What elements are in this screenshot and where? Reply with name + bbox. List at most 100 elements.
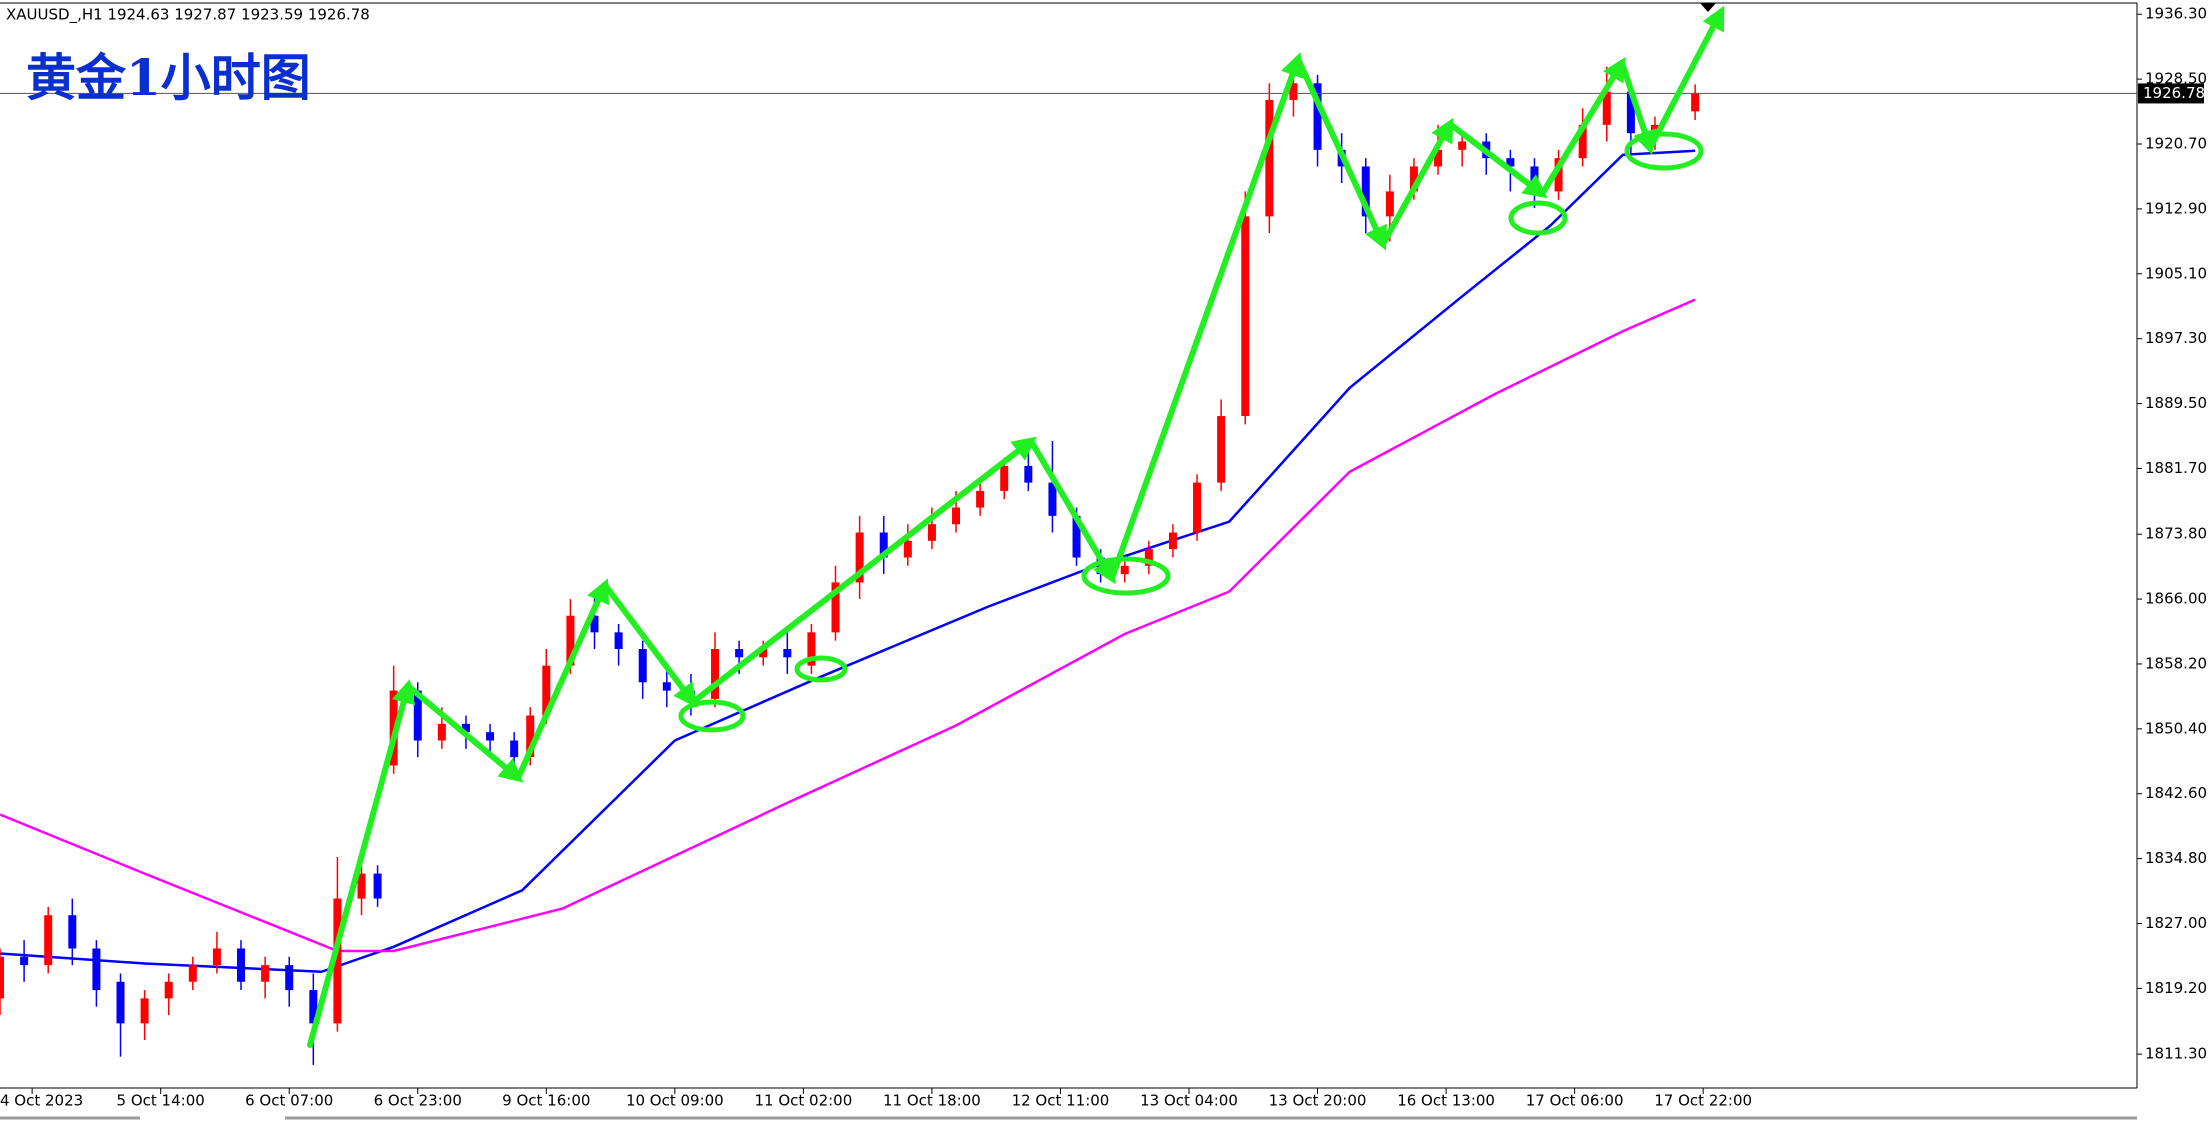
moving-average xyxy=(0,298,1696,953)
trend-arrow xyxy=(602,582,698,708)
candle-body xyxy=(1144,549,1153,566)
candle-body xyxy=(1265,99,1274,217)
y-tick-label: 1881.70 xyxy=(2145,459,2207,477)
candle-body xyxy=(1072,515,1081,558)
candle-body xyxy=(927,524,936,541)
candle-body xyxy=(68,915,77,949)
candle-body xyxy=(1193,482,1202,533)
candle-body xyxy=(783,648,792,658)
y-tick-label: 1866.00 xyxy=(2145,590,2207,608)
x-tick-label: 13 Oct 04:00 xyxy=(1140,1092,1238,1110)
candle-body xyxy=(662,682,671,691)
trend-arrow xyxy=(405,683,524,783)
y-tick-label: 1905.10 xyxy=(2145,264,2207,282)
support-circle xyxy=(678,699,746,733)
support-circle xyxy=(1508,200,1568,236)
x-tick-label: 4 Oct 2023 xyxy=(0,1092,83,1110)
candle-body xyxy=(1409,166,1418,192)
candle-body xyxy=(510,740,519,758)
candle-body xyxy=(1385,191,1394,217)
x-tick-label: 5 Oct 14:00 xyxy=(117,1092,205,1110)
y-tick-label: 1811.30 xyxy=(2145,1045,2207,1063)
x-tick-label: 17 Oct 06:00 xyxy=(1526,1092,1624,1110)
candle-body xyxy=(164,981,173,999)
x-tick-label: 17 Oct 22:00 xyxy=(1654,1092,1752,1110)
chart-header: XAUUSD_,H1 1924.63 1927.87 1923.59 1926.… xyxy=(6,6,370,25)
trend-arrow xyxy=(1380,117,1454,247)
y-tick-label: 1920.70 xyxy=(2145,135,2207,153)
candle-body xyxy=(1434,149,1443,167)
x-tick-label: 12 Oct 11:00 xyxy=(1012,1092,1110,1110)
trend-arrow xyxy=(1647,5,1725,151)
y-tick-label: 1858.20 xyxy=(2145,654,2207,672)
plot xyxy=(0,66,2137,1065)
candle-body xyxy=(1289,83,1298,100)
x-tick-label: 9 Oct 16:00 xyxy=(502,1092,590,1110)
candle-body xyxy=(542,665,551,716)
candle-body xyxy=(212,948,221,966)
candle-body xyxy=(413,690,422,741)
candle-body xyxy=(357,873,366,899)
candle-body xyxy=(261,965,270,982)
candle-body xyxy=(1458,141,1467,150)
candle-body xyxy=(437,723,446,741)
candle-body xyxy=(614,632,623,649)
candle-body xyxy=(461,723,470,733)
annotations xyxy=(307,5,1725,1048)
y-tick-label: 1842.60 xyxy=(2145,784,2207,802)
y-tick-label: 1819.20 xyxy=(2145,979,2207,997)
candle-body xyxy=(855,532,864,583)
support-circle xyxy=(794,655,848,683)
candle-body xyxy=(1602,91,1611,125)
y-tick-label: 1928.50 xyxy=(2145,70,2207,88)
candle-body xyxy=(1120,565,1129,575)
trend-arrow xyxy=(1109,52,1304,581)
y-tick-label: 1912.90 xyxy=(2145,199,2207,217)
candle-body xyxy=(1554,158,1563,192)
candle-body xyxy=(566,615,575,666)
candle-body xyxy=(1000,465,1009,491)
candle-body xyxy=(1168,532,1177,550)
candle-body xyxy=(333,898,342,1024)
candle-body xyxy=(140,998,149,1024)
candle-body xyxy=(1241,216,1250,417)
candle-body xyxy=(44,915,53,966)
candle-body xyxy=(486,732,495,741)
candle-body xyxy=(638,648,647,683)
candle-body xyxy=(903,540,912,558)
trend-arrow xyxy=(690,436,1037,705)
moving-average xyxy=(0,149,1696,974)
trend-arrow xyxy=(1539,56,1626,197)
x-tick-label: 11 Oct 02:00 xyxy=(754,1092,852,1110)
x-tick-label: 10 Oct 09:00 xyxy=(626,1092,724,1110)
candle-body xyxy=(1691,93,1700,112)
candle-body xyxy=(237,948,246,982)
candle-body xyxy=(976,490,985,508)
trend-arrow xyxy=(1295,56,1387,251)
y-tick-label: 1873.80 xyxy=(2145,525,2207,543)
price-label-box xyxy=(2138,83,2204,104)
candle-body xyxy=(879,532,888,558)
price-label: 1926.78 xyxy=(2143,84,2205,102)
candle-body xyxy=(952,507,961,525)
candle-body xyxy=(1024,465,1033,483)
x-tick-label: 6 Oct 23:00 xyxy=(374,1092,462,1110)
candle-body xyxy=(711,648,720,699)
candle-body xyxy=(807,632,816,666)
candle-body xyxy=(526,715,535,758)
support-circle xyxy=(1081,556,1171,596)
y-tick-label: 1897.30 xyxy=(2145,329,2207,347)
candle-body xyxy=(0,956,4,999)
x-tick-label: 13 Oct 20:00 xyxy=(1269,1092,1367,1110)
trend-arrow xyxy=(1447,121,1548,199)
candle-body xyxy=(1361,166,1370,217)
trend-arrow xyxy=(1028,438,1116,585)
x-tick-label: 16 Oct 13:00 xyxy=(1397,1092,1495,1110)
support-circle xyxy=(1624,131,1704,171)
candle-body xyxy=(285,965,294,991)
candle-body xyxy=(373,873,382,899)
y-tick-label: 1827.00 xyxy=(2145,914,2207,932)
y-tick-label: 1834.80 xyxy=(2145,849,2207,867)
